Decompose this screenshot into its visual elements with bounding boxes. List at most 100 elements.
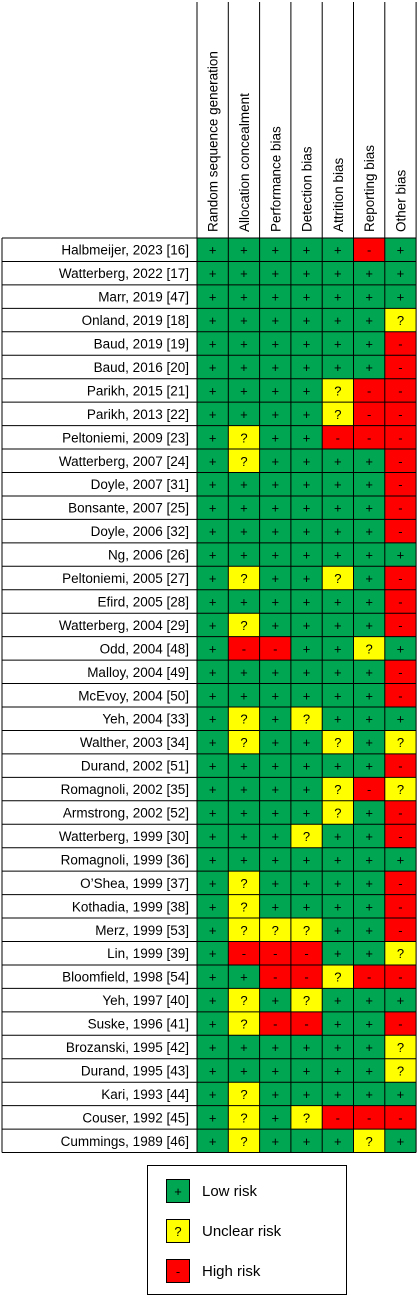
rating-cell bbox=[259, 589, 291, 614]
rating-symbol: + bbox=[334, 290, 342, 305]
rating-symbol: ? bbox=[303, 712, 310, 727]
rating-cell bbox=[384, 355, 417, 379]
rating-cell bbox=[353, 402, 385, 426]
rating-symbol: + bbox=[365, 712, 373, 727]
rating-symbol: + bbox=[209, 1040, 217, 1055]
rating-symbol: + bbox=[365, 899, 373, 914]
rating-cell bbox=[290, 425, 323, 450]
rating-cell bbox=[290, 519, 323, 543]
rating-cell bbox=[197, 378, 229, 403]
rating-symbol: + bbox=[303, 524, 311, 539]
rating-symbol: - bbox=[336, 1110, 340, 1125]
rating-symbol: ? bbox=[334, 407, 341, 422]
rating-cell bbox=[259, 1011, 291, 1036]
legend-high-swatch: - bbox=[166, 1259, 190, 1283]
rating-symbol: - bbox=[398, 594, 402, 609]
rating-symbol: + bbox=[397, 993, 405, 1008]
rating-symbol: ? bbox=[334, 806, 341, 821]
legend-high-label: High risk bbox=[202, 1262, 261, 1280]
rating-cell bbox=[353, 519, 385, 543]
rating-symbol: + bbox=[209, 899, 217, 914]
rating-cell bbox=[353, 613, 385, 637]
study-label: Bonsante, 2007 [25] bbox=[68, 501, 189, 516]
rating-cell bbox=[384, 331, 417, 356]
study-label: Romagnoli, 2002 [35] bbox=[61, 782, 189, 797]
rating-symbol: + bbox=[240, 665, 248, 680]
rating-cell bbox=[353, 308, 385, 332]
rating-cell bbox=[290, 660, 323, 684]
rating-cell bbox=[197, 871, 229, 895]
rating-symbol: + bbox=[334, 618, 342, 633]
rating-cell bbox=[353, 238, 385, 262]
rating-cell bbox=[384, 988, 417, 1012]
rating-cell bbox=[290, 566, 323, 590]
rating-symbol: + bbox=[271, 1087, 279, 1102]
rating-cell bbox=[322, 519, 354, 543]
rating-symbol: ? bbox=[303, 1110, 310, 1125]
rating-symbol: ? bbox=[397, 1063, 404, 1078]
rating-cell bbox=[384, 636, 417, 661]
rating-symbol: + bbox=[209, 665, 217, 680]
rating-cell bbox=[290, 894, 323, 919]
rating-symbol: ? bbox=[240, 876, 247, 891]
rating-cell bbox=[259, 1082, 291, 1106]
rating-symbol: + bbox=[365, 313, 373, 328]
rating-cell bbox=[290, 613, 323, 637]
rating-cell bbox=[384, 1035, 417, 1059]
rating-cell bbox=[322, 707, 354, 731]
rating-cell bbox=[290, 238, 323, 262]
column-header: Performance bias bbox=[268, 126, 283, 232]
rating-cell bbox=[197, 1011, 229, 1036]
rating-symbol: + bbox=[334, 548, 342, 563]
rating-cell bbox=[228, 378, 260, 403]
rating-symbol: + bbox=[240, 829, 248, 844]
rating-cell bbox=[228, 495, 260, 520]
rating-symbol: + bbox=[303, 477, 311, 492]
rating-symbol: + bbox=[365, 360, 373, 375]
rating-symbol: + bbox=[271, 501, 279, 516]
rating-symbol: + bbox=[271, 876, 279, 891]
rating-cell bbox=[197, 355, 229, 379]
rating-symbol: - bbox=[304, 1017, 308, 1032]
rating-symbol: + bbox=[271, 759, 279, 774]
rating-cell bbox=[322, 1082, 354, 1106]
rating-cell bbox=[259, 566, 291, 590]
rating-cell bbox=[290, 636, 323, 661]
rating-cell bbox=[384, 425, 417, 450]
rating-symbol: + bbox=[209, 946, 217, 961]
rating-cell bbox=[353, 378, 385, 403]
rating-cell bbox=[353, 542, 385, 567]
rating-symbol: + bbox=[271, 360, 279, 375]
column-header: Reporting bias bbox=[362, 145, 377, 232]
rating-cell bbox=[322, 988, 354, 1012]
rating-cell bbox=[353, 284, 385, 309]
rating-symbol: + bbox=[365, 946, 373, 961]
study-label: Durand, 1995 [43] bbox=[81, 1063, 189, 1078]
rating-symbol: + bbox=[271, 829, 279, 844]
rating-symbol: + bbox=[365, 735, 373, 750]
rating-symbol: ? bbox=[240, 1017, 247, 1032]
rating-cell bbox=[259, 355, 291, 379]
rating-symbol: ? bbox=[303, 993, 310, 1008]
rating-cell bbox=[290, 542, 323, 567]
rating-cell bbox=[228, 1082, 260, 1106]
rating-symbol: + bbox=[209, 501, 217, 516]
rating-cell bbox=[322, 472, 354, 496]
rating-cell bbox=[228, 941, 260, 965]
rating-symbol: ? bbox=[334, 383, 341, 398]
rating-symbol: + bbox=[240, 337, 248, 352]
rating-symbol: ? bbox=[272, 923, 279, 938]
rating-cell bbox=[259, 1129, 291, 1153]
rating-cell bbox=[353, 707, 385, 731]
rating-cell bbox=[228, 964, 260, 989]
rating-symbol: + bbox=[209, 360, 217, 375]
rating-cell bbox=[290, 1105, 323, 1130]
rating-symbol: - bbox=[398, 477, 402, 492]
rating-symbol: + bbox=[271, 290, 279, 305]
rating-symbol: - bbox=[398, 899, 402, 914]
rating-symbol: - bbox=[398, 571, 402, 586]
rating-symbol: + bbox=[271, 618, 279, 633]
rating-symbol: + bbox=[365, 665, 373, 680]
rating-symbol: - bbox=[273, 1017, 277, 1032]
rating-symbol: + bbox=[240, 782, 248, 797]
